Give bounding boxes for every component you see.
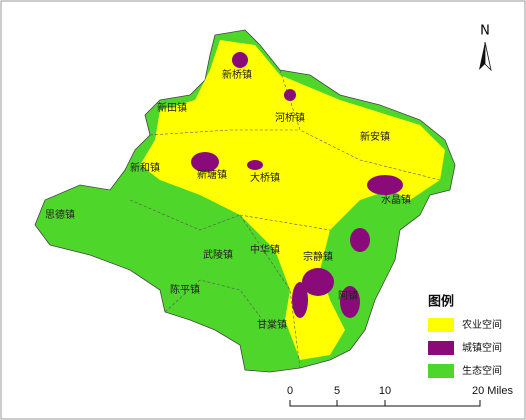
town-label: 新塘镇 — [197, 168, 227, 181]
town-label: 新田镇 — [157, 101, 187, 114]
legend-label: 农业空间 — [462, 318, 502, 331]
scale-label: 20 Miles — [472, 385, 513, 397]
town-label: 思德镇 — [45, 208, 75, 221]
town-label: 新安镇 — [360, 130, 390, 143]
scale-label: 0 — [287, 385, 293, 397]
legend-title: 图例 — [428, 294, 454, 310]
town-label: 陈平镇 — [170, 283, 200, 296]
town-label: 甘棠镇 — [257, 318, 287, 331]
town-label: 中华镇 — [250, 243, 280, 256]
scale-label: 10 — [379, 385, 391, 397]
town-label: 水晶镇 — [381, 193, 411, 206]
north-arrow — [479, 41, 492, 72]
town-label: 宗静镇 — [303, 250, 333, 263]
town-label: 大桥镇 — [250, 171, 280, 184]
town-label: 武陵镇 — [203, 248, 233, 261]
boundaries — [129, 69, 441, 369]
scale-bar — [289, 400, 481, 407]
legend-swatch — [428, 364, 454, 378]
legend-swatch — [428, 318, 454, 332]
north-label: N — [480, 24, 490, 39]
town-label: 新和镇 — [130, 161, 160, 174]
town-label: 新桥镇 — [222, 68, 252, 81]
legend-label: 城镇空间 — [462, 341, 502, 354]
town-label: 河桥镇 — [275, 111, 305, 124]
region-agricultural — [140, 40, 445, 360]
legend-swatch — [428, 341, 454, 355]
town-label: 阿镇 — [338, 289, 358, 302]
legend-label: 生态空间 — [462, 364, 502, 377]
region-urban — [191, 52, 403, 318]
scale-label: 5 — [334, 385, 340, 397]
